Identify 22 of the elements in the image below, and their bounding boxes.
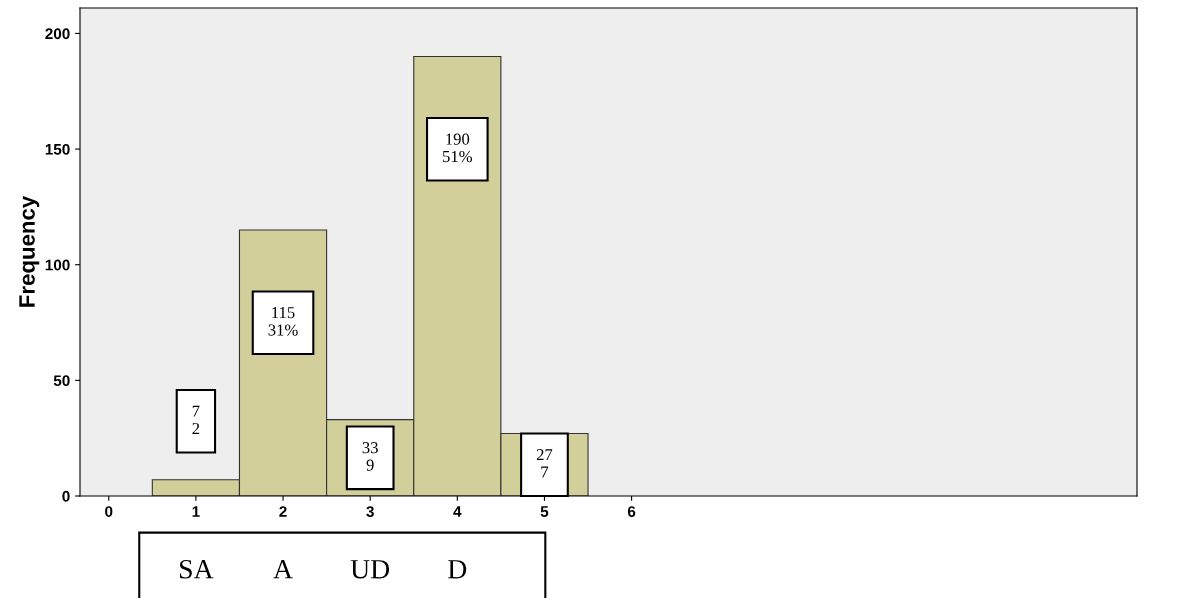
y-axis-title: Frequency (19, 195, 40, 307)
data-label: 7 2 (192, 405, 200, 434)
x-tick-label: 3 (366, 506, 374, 517)
x-tick-label: 2 (279, 506, 287, 517)
data-label: 190 51% (443, 133, 473, 163)
y-tick-label: 150 (45, 143, 70, 155)
y-tick-label: 50 (53, 375, 70, 387)
y-tick-label: 200 (45, 28, 70, 40)
text: A (273, 559, 293, 579)
x-tick-label: 4 (453, 506, 462, 517)
x-tick-label: 1 (192, 506, 200, 517)
x-tick-label: 0 (105, 506, 113, 517)
text: UD (350, 560, 390, 579)
data-label: 33 9 (362, 442, 378, 471)
y-tick-label: 0 (62, 490, 70, 502)
y-tick-label: 100 (45, 259, 70, 271)
text: SA (180, 559, 214, 579)
data-label: 115 31% (268, 307, 298, 336)
x-tick-label: 6 (627, 506, 636, 517)
data-label: 27 7 (536, 449, 553, 478)
text: D (448, 560, 467, 579)
x-tick-label: 5 (540, 506, 549, 517)
